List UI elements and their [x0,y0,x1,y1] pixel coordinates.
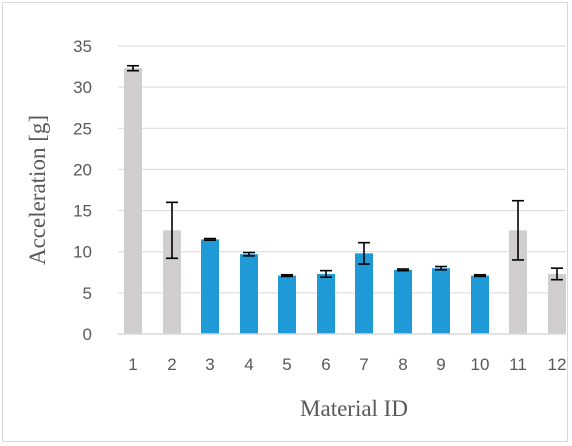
x-tick-label: 8 [398,355,407,374]
error-bar-8 [397,268,409,272]
x-axis-title: Material ID [300,396,408,421]
x-tick-label: 12 [548,355,567,374]
bar-7 [355,253,373,334]
x-tick-label: 10 [471,355,490,374]
x-tick-label: 2 [167,355,176,374]
x-axis-tick-labels: 1 2 3 4 5 6 7 8 9 10 11 12 [128,355,566,374]
y-tick-label: 25 [73,119,92,138]
y-tick-label: 35 [73,37,92,56]
error-bar-6 [320,269,332,279]
x-tick-label: 11 [509,355,527,374]
y-tick-label: 0 [83,325,92,344]
x-tick-label: 6 [321,355,330,374]
bar-9 [432,268,450,334]
bar-10 [471,275,489,334]
error-bar-7 [358,241,370,265]
y-tick-label: 10 [73,243,92,262]
bars [124,68,566,335]
error-bar-11 [512,199,524,261]
y-tick-label: 30 [73,78,92,97]
error-bar-10 [474,273,486,278]
y-tick-label: 5 [83,284,92,303]
bar-4 [240,254,258,334]
error-bar-3 [204,237,216,241]
bar-5 [278,275,296,334]
error-bars [127,64,563,281]
bar-8 [394,269,412,334]
bar-11 [509,230,527,334]
error-bar-1 [127,64,139,72]
y-axis-tick-labels: 0 5 10 15 20 25 30 35 [73,37,92,344]
error-bar-4 [243,251,255,257]
x-tick-label: 4 [244,355,253,374]
error-bar-9 [435,265,447,271]
chart-area [2,2,568,442]
gridlines [118,45,566,294]
bar-1 [124,68,142,335]
bar-12 [548,273,566,334]
bar-3 [201,239,219,334]
error-bar-5 [281,273,293,278]
x-tick-label: 5 [282,355,291,374]
x-tick-label: 3 [205,355,214,374]
error-bar-2 [166,201,178,260]
y-axis-title: Acceleration [g] [25,115,50,265]
error-bar-12 [551,267,563,281]
x-tick-label: 7 [359,355,368,374]
x-tick-label: 1 [128,355,137,374]
y-tick-label: 15 [73,202,92,221]
bar-2 [163,230,181,334]
x-tick-label: 9 [436,355,445,374]
bar-6 [317,273,335,334]
y-tick-label: 20 [73,160,92,179]
